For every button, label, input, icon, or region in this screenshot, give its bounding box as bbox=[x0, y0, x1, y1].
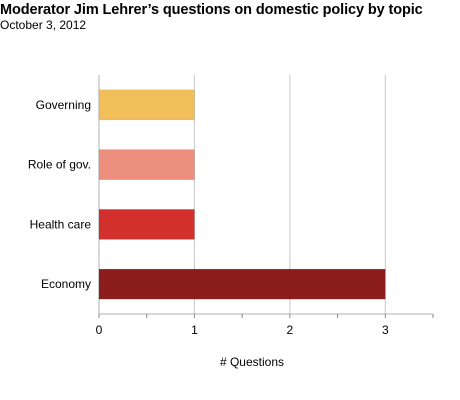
x-axis-ticks: 0 1 2 3 bbox=[96, 314, 434, 337]
bar-health-care bbox=[98, 209, 195, 240]
category-labels: Governing Role of gov. Health care Economy bbox=[28, 98, 91, 291]
category-label: Governing bbox=[36, 98, 91, 112]
bars bbox=[98, 89, 386, 300]
bar-role-of-gov bbox=[98, 149, 195, 180]
x-axis-title: # Questions bbox=[220, 355, 284, 369]
x-tick-label-1: 1 bbox=[191, 323, 198, 337]
category-label: Role of gov. bbox=[28, 158, 91, 172]
bar-economy bbox=[98, 268, 386, 300]
x-tick-label-2: 2 bbox=[287, 323, 294, 337]
x-tick-label-3: 3 bbox=[382, 323, 389, 337]
category-label: Health care bbox=[30, 217, 92, 231]
chart-title: Moderator Jim Lehrer’s questions on dome… bbox=[0, 2, 423, 18]
chart-subtitle: October 3, 2012 bbox=[0, 18, 87, 32]
category-label: Economy bbox=[41, 277, 91, 291]
bar-governing bbox=[98, 89, 195, 121]
x-tick-label-0: 0 bbox=[96, 323, 103, 337]
